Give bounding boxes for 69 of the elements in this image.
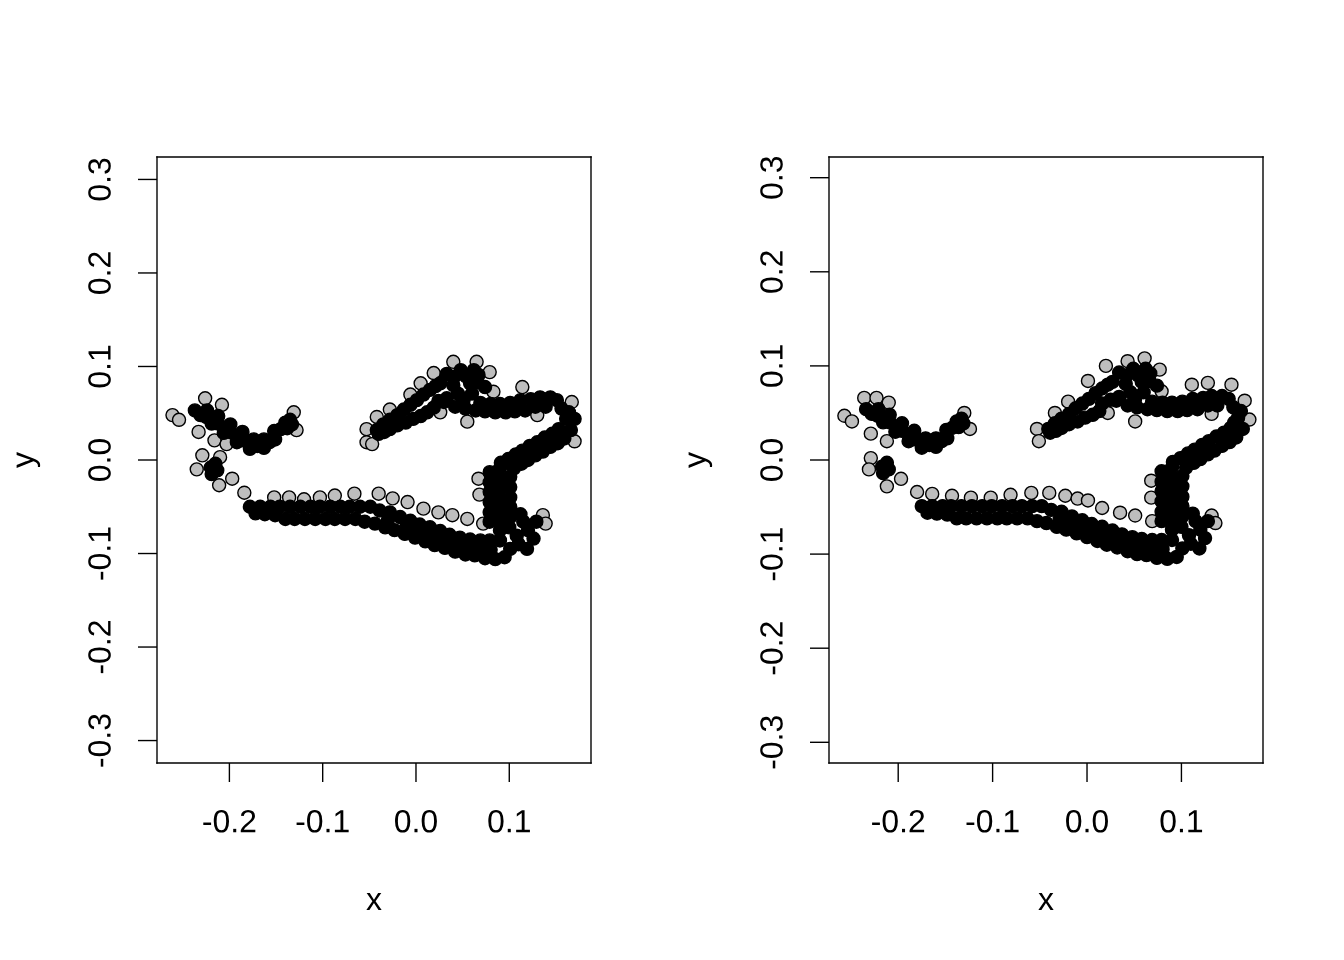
point: [445, 507, 460, 523]
point: [460, 511, 475, 527]
y-tick-label: -0.3: [760, 716, 783, 769]
point: [1127, 414, 1143, 429]
point: [893, 471, 909, 487]
x-axis-title: x: [366, 893, 382, 910]
point: [1024, 485, 1039, 501]
y-tick-label: 0.3: [760, 156, 783, 199]
x-tick-label: 0.0: [395, 809, 437, 833]
point: [211, 478, 227, 493]
point: [861, 462, 877, 477]
point: [1200, 375, 1216, 391]
point: [1080, 373, 1096, 389]
x-axis-title: x: [1038, 893, 1054, 910]
y-tick-label: 0.1: [760, 345, 783, 387]
point: [1031, 433, 1047, 449]
x-tick-label: 0.1: [488, 809, 530, 833]
point: [385, 491, 400, 506]
point: [364, 436, 380, 452]
point: [1127, 508, 1143, 523]
x-tick-label: -0.2: [872, 809, 925, 833]
point: [844, 414, 860, 429]
point: [191, 424, 206, 440]
point: [400, 494, 415, 510]
y-tick-label: -0.1: [760, 528, 783, 581]
y-tick-label: -0.2: [760, 622, 783, 675]
point: [347, 486, 362, 501]
y-axis-title: y: [16, 452, 41, 468]
x-tick-label: -0.2: [203, 809, 256, 833]
y-axis-title: y: [688, 452, 713, 468]
point: [1058, 488, 1073, 503]
point: [1042, 485, 1057, 501]
point: [1112, 505, 1128, 520]
y-tick-label: -0.2: [88, 621, 111, 674]
point: [171, 412, 187, 427]
point: [237, 485, 252, 500]
point: [197, 391, 213, 406]
point: [482, 364, 497, 380]
point: [416, 501, 431, 516]
y-tick-label: 0.0: [760, 439, 783, 481]
point: [224, 471, 240, 486]
point: [460, 414, 475, 429]
point: [879, 433, 895, 449]
y-tick-label: 0.3: [88, 158, 111, 201]
point: [909, 484, 925, 500]
x-tick-label: 0.1: [1160, 809, 1203, 833]
point: [1094, 500, 1110, 516]
y-tick-label: 0.0: [88, 439, 111, 481]
point: [1080, 493, 1096, 508]
y-tick-label: -0.3: [88, 714, 111, 767]
y-tick-label: 0.2: [760, 251, 783, 293]
point: [214, 397, 230, 413]
x-tick-label: -0.1: [966, 809, 1019, 833]
x-tick-label: 0.0: [1066, 809, 1108, 833]
x-tick-label: -0.1: [296, 809, 349, 833]
y-tick-label: -0.1: [88, 527, 111, 580]
point: [879, 479, 895, 494]
point: [189, 462, 204, 477]
y-tick-label: 0.2: [88, 252, 111, 294]
point: [1224, 377, 1239, 392]
point: [515, 379, 530, 395]
point: [1184, 377, 1200, 392]
point: [371, 486, 386, 501]
point: [1098, 358, 1114, 374]
y-tick-label: 0.1: [88, 345, 111, 388]
point: [924, 486, 940, 502]
point: [863, 426, 879, 441]
point: [431, 505, 446, 520]
point: [195, 448, 210, 463]
